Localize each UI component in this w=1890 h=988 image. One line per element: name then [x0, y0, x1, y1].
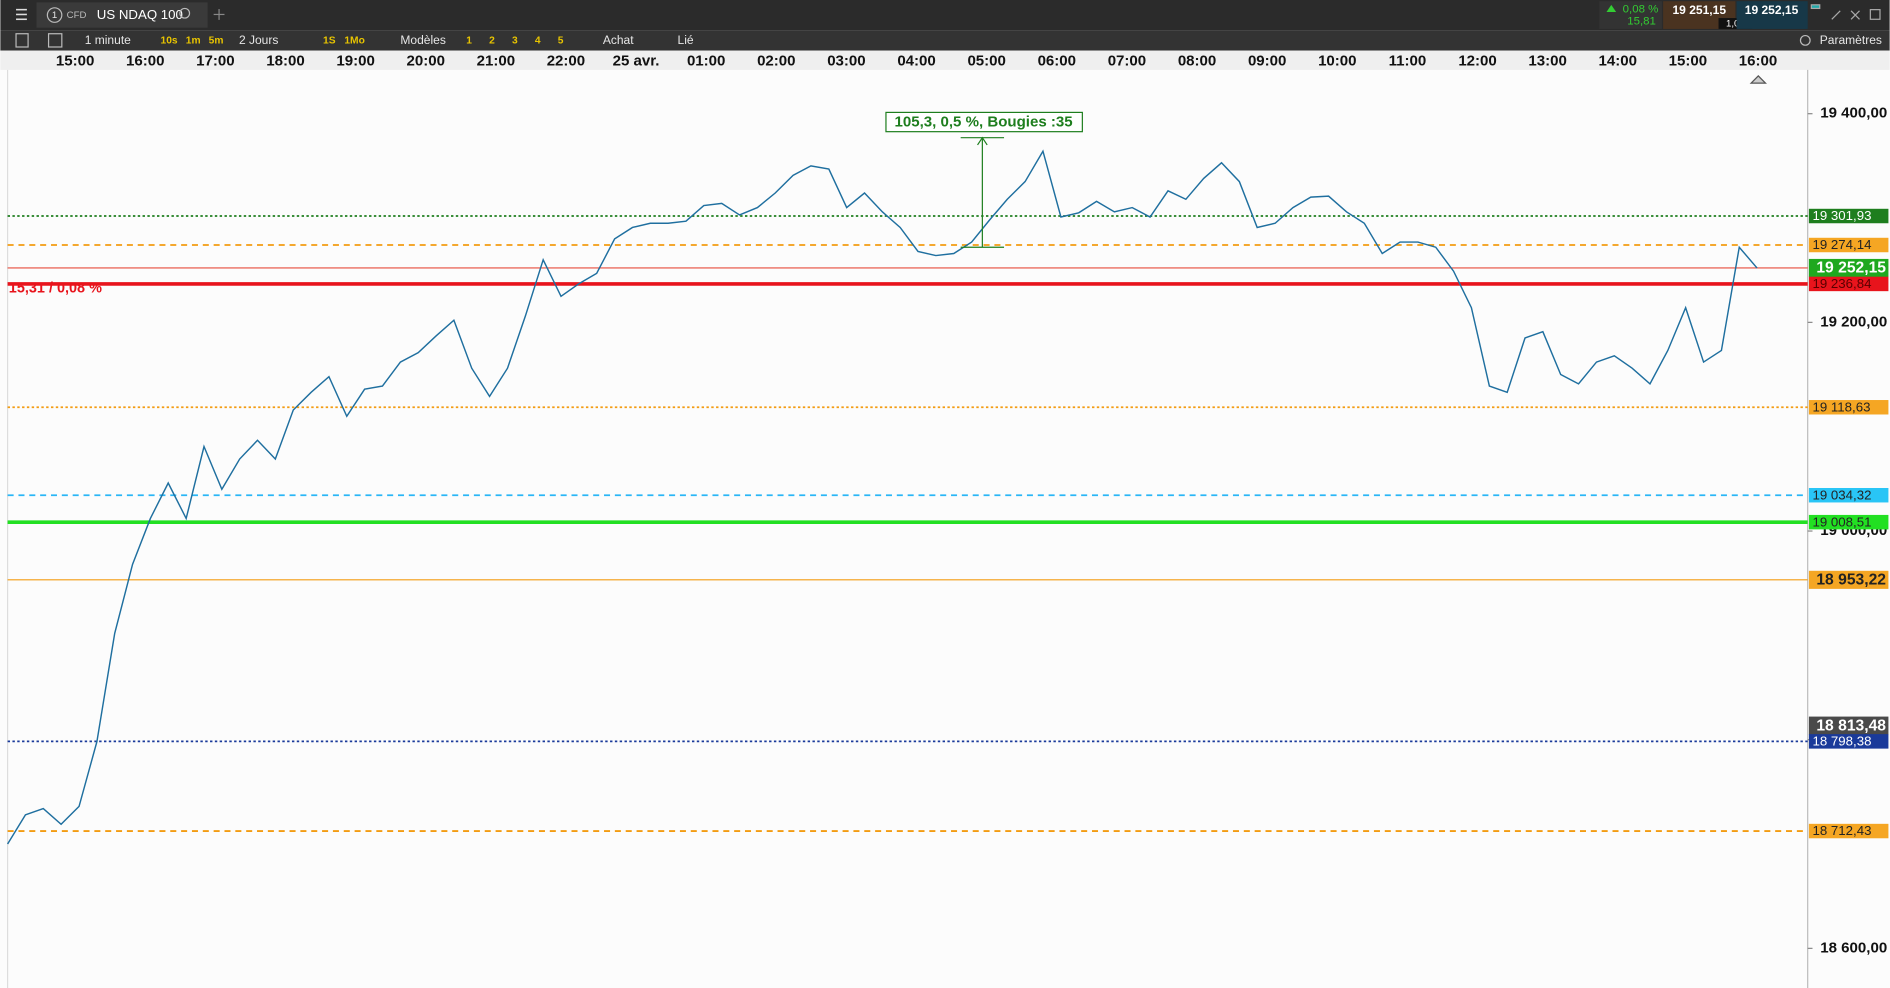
price-label: 19 252,15 — [1816, 260, 1886, 277]
x-tick-label: 08:00 — [1178, 52, 1216, 69]
price-label-bg — [1808, 237, 1889, 253]
bid-price: 19 251,15 — [1672, 3, 1726, 17]
toolbar-button[interactable]: 5 — [558, 36, 564, 47]
toolbar-button[interactable]: 3 — [512, 36, 518, 47]
x-tick-label: 12:00 — [1458, 52, 1496, 69]
instrument-type: CFD — [67, 10, 87, 21]
price-label-bg — [1808, 823, 1889, 839]
toolbar — [0, 30, 1890, 51]
panel-icon[interactable] — [15, 33, 29, 48]
price-label-bg — [1808, 716, 1889, 735]
toolbar-button[interactable]: 1Mo — [344, 36, 364, 47]
price-label: 19 301,93 — [1813, 208, 1872, 223]
toolbar-button[interactable]: 2 — [489, 36, 495, 47]
price-label-bg — [1808, 734, 1889, 749]
tab-circle — [46, 7, 63, 23]
price-label: 19 118,63 — [1813, 399, 1871, 414]
price-label: 19 274,14 — [1813, 237, 1872, 252]
x-tick-label: 09:00 — [1248, 52, 1286, 69]
x-tick-label: 19:00 — [336, 52, 374, 69]
price-label: 18 712,43 — [1813, 823, 1872, 838]
ask-box[interactable] — [1736, 1, 1808, 29]
x-tick-label: 15:00 — [56, 52, 94, 69]
x-tick-label: 20:00 — [406, 52, 444, 69]
price-label-bg — [1808, 570, 1889, 589]
y-tick-label: 19 200,00 — [1820, 313, 1887, 330]
price-label: 18 813,48 — [1816, 717, 1886, 734]
link-button[interactable]: Lié — [678, 33, 694, 47]
add-tab[interactable] — [213, 9, 225, 20]
ask-price: 19 252,15 — [1745, 3, 1799, 17]
scroll-marker[interactable] — [1749, 75, 1767, 84]
top-bar — [0, 0, 1890, 31]
price-label: 19 034,32 — [1813, 487, 1872, 502]
window-icons[interactable] — [1810, 4, 1881, 20]
x-tick-label: 25 avr. — [613, 52, 660, 69]
price-label: 19 008,51 — [1813, 514, 1872, 529]
x-tick-label: 13:00 — [1528, 52, 1566, 69]
x-tick-label: 02:00 — [757, 52, 795, 69]
price-label: 19 236,84 — [1813, 276, 1872, 291]
price-label-bg — [1808, 514, 1889, 530]
up-arrow — [1606, 4, 1617, 13]
y-tick-label: 19 400,00 — [1820, 105, 1887, 122]
x-tick-label: 15:00 — [1669, 52, 1707, 69]
instrument-tab[interactable] — [36, 2, 208, 28]
x-tick-label: 05:00 — [967, 52, 1005, 69]
change-box — [1599, 1, 1662, 29]
spread: 1,00 — [1726, 19, 1745, 30]
spread-box — [1718, 18, 1753, 29]
price-label-bg — [1808, 258, 1889, 277]
x-tick-label: 14:00 — [1599, 52, 1637, 69]
x-tick-label: 18:00 — [266, 52, 304, 69]
time-axis — [0, 50, 1890, 70]
x-tick-label: 06:00 — [1038, 52, 1076, 69]
settings[interactable]: Paramètres — [1820, 33, 1882, 47]
x-tick-label: 07:00 — [1108, 52, 1146, 69]
price-label-bg — [1808, 208, 1889, 224]
instrument-name: US NDAQ 100 — [97, 7, 183, 22]
search-icon[interactable] — [179, 7, 191, 19]
templates[interactable]: Modèles — [400, 33, 445, 47]
x-tick-label: 01:00 — [687, 52, 725, 69]
x-tick-label: 17:00 — [196, 52, 234, 69]
price-label-bg — [1808, 400, 1889, 415]
price-label-bg — [1808, 487, 1889, 503]
period[interactable]: 2 Jours — [239, 33, 278, 47]
price-line — [6, 149, 1758, 845]
settings-icon[interactable] — [1799, 34, 1811, 46]
measure-label: 105,3, 0,5 %, Bougies :35 — [894, 114, 1072, 131]
price-label-bg — [1808, 276, 1889, 292]
toolbar-button[interactable]: 10s — [161, 36, 178, 47]
tab-number: 1 — [52, 10, 57, 21]
x-tick-label: 16:00 — [126, 52, 164, 69]
menu-icon[interactable] — [16, 8, 27, 21]
variation-label: 15,31 / 0,08 % — [9, 281, 102, 297]
price-label: 18 798,38 — [1813, 733, 1872, 748]
toolbar-button[interactable]: 1 — [466, 36, 472, 47]
x-tick-label: 16:00 — [1739, 52, 1777, 69]
layout-icon[interactable] — [47, 33, 63, 48]
toolbar-button[interactable]: 5m — [209, 36, 224, 47]
trade-button[interactable]: Achat — [603, 33, 634, 47]
y-tick-label: 18 600,00 — [1820, 939, 1887, 956]
x-tick-label: 04:00 — [897, 52, 935, 69]
x-tick-label: 21:00 — [477, 52, 515, 69]
x-tick-label: 22:00 — [547, 52, 585, 69]
x-tick-label: 03:00 — [827, 52, 865, 69]
toolbar-button[interactable]: 1S — [323, 36, 336, 47]
toolbar-button[interactable]: 4 — [535, 36, 541, 47]
x-tick-label: 10:00 — [1318, 52, 1356, 69]
toolbar-button[interactable]: 1m — [186, 36, 201, 47]
change-pct: 0,08 % — [1623, 4, 1659, 16]
x-tick-label: 11:00 — [1389, 52, 1427, 69]
change-value: 15,81 — [1627, 16, 1656, 28]
measure-box — [885, 111, 1083, 133]
interval[interactable]: 1 minute — [85, 33, 131, 47]
price-label: 18 953,22 — [1816, 572, 1886, 589]
measure-arrow — [977, 136, 988, 146]
